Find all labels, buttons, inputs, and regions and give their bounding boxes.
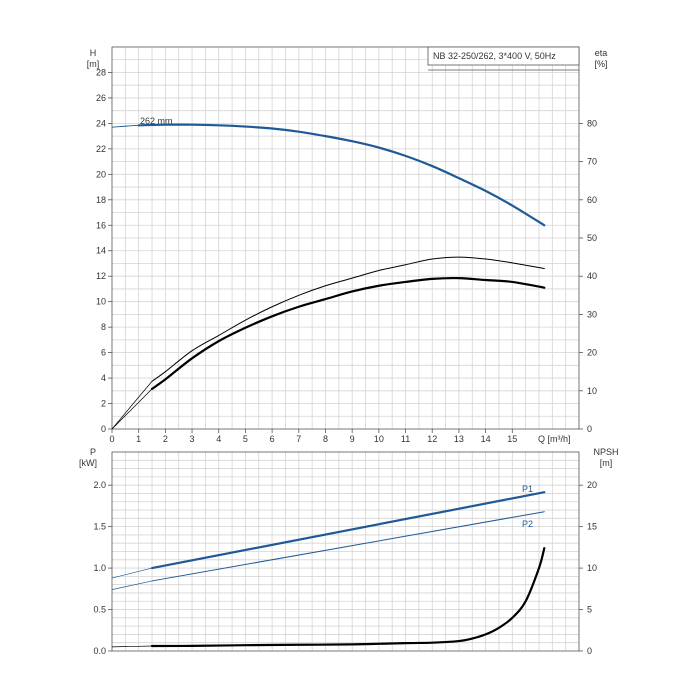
q-tick-label: 15 (507, 434, 517, 444)
p-tick-label: 0.0 (93, 646, 106, 656)
x-axis-label: Q [m³/h] (538, 434, 571, 444)
p1-power-curve-extension (111, 567, 153, 579)
h-tick-label: 22 (96, 144, 106, 154)
h-tick-label: 28 (96, 67, 106, 77)
eta-tick-label: 40 (587, 271, 597, 281)
bottom-right-axis-unit: [m] (600, 458, 613, 468)
npsh-curve-extension (111, 645, 153, 648)
top-right-axis-unit: [%] (594, 59, 607, 69)
h-tick-label: 16 (96, 220, 106, 230)
h-tick-label: 8 (101, 322, 106, 332)
h-tick-label: 12 (96, 271, 106, 281)
eta-tick-label: 10 (587, 386, 597, 396)
h-tick-label: 6 (101, 348, 106, 358)
q-tick-label: 2 (163, 434, 168, 444)
h-tick-label: 18 (96, 195, 106, 205)
q-tick-label: 5 (243, 434, 248, 444)
eta-tick-label: 30 (587, 309, 597, 319)
head-curve (137, 123, 546, 227)
top-left-axis-name: H (90, 48, 97, 58)
bottom-chart-grid (112, 452, 579, 651)
p2-power-curve (151, 511, 545, 582)
q-tick-label: 4 (216, 434, 221, 444)
top-chart-grid (112, 47, 579, 429)
efficiency-curve-bold-extension (111, 388, 153, 430)
p-tick-label: 1.5 (93, 522, 106, 532)
p-tick-label: 2.0 (93, 480, 106, 490)
npsh-tick-label: 5 (587, 605, 592, 615)
p1-power-curve (150, 491, 546, 570)
q-tick-label: 7 (296, 434, 301, 444)
npsh-tick-label: 0 (587, 646, 592, 656)
p-tick-label: 1.0 (93, 563, 106, 573)
h-tick-label: 14 (96, 246, 106, 256)
top-right-axis-name: eta (595, 48, 608, 58)
q-tick-label: 3 (190, 434, 195, 444)
h-tick-label: 24 (96, 118, 106, 128)
bottom-chart-frame (111, 451, 580, 652)
q-tick-label: 11 (401, 434, 410, 444)
header-box-label: NB 32-250/262, 3*400 V, 50Hz (433, 51, 556, 61)
q-tick-label: 6 (270, 434, 275, 444)
q-tick-label: 9 (350, 434, 355, 444)
q-tick-label: 10 (374, 434, 384, 444)
top-left-axis-unit: [m] (87, 59, 100, 69)
q-tick-label: 14 (481, 434, 491, 444)
eta-tick-label: 70 (587, 157, 597, 167)
npsh-tick-label: 15 (587, 522, 597, 532)
efficiency-curve-bold (150, 276, 546, 390)
bottom-left-axis-unit: [kW] (79, 458, 97, 468)
eta-tick-label: 20 (587, 348, 597, 358)
npsh-curve (150, 547, 546, 648)
h-tick-label: 4 (101, 373, 106, 383)
eta-tick-label: 0 (587, 424, 592, 434)
eta-tick-label: 80 (587, 118, 597, 128)
q-tick-label: 12 (427, 434, 437, 444)
p1-series-label: P1 (522, 484, 533, 494)
efficiency-curve-thin-extension (111, 381, 153, 430)
bottom-right-axis-name: NPSH (593, 447, 618, 457)
npsh-tick-label: 10 (587, 563, 597, 573)
h-tick-label: 20 (96, 169, 106, 179)
bottom-left-axis-name: P (90, 447, 96, 457)
q-tick-label: 13 (454, 434, 464, 444)
p2-power-curve-extension (111, 580, 153, 590)
efficiency-curve-thin (151, 256, 545, 382)
p2-series-label: P2 (522, 519, 533, 529)
q-tick-label: 8 (323, 434, 328, 444)
h-tick-label: 26 (96, 93, 106, 103)
eta-tick-label: 50 (587, 233, 597, 243)
q-tick-label: 0 (109, 434, 114, 444)
impeller-diameter-label: 262 mm (140, 116, 173, 126)
header-box (427, 46, 580, 66)
h-tick-label: 2 (101, 399, 106, 409)
npsh-tick-label: 20 (587, 480, 597, 490)
eta-tick-label: 60 (587, 195, 597, 205)
h-tick-label: 0 (101, 424, 106, 434)
q-tick-label: 1 (136, 434, 141, 444)
p-tick-label: 0.5 (93, 605, 106, 615)
h-tick-label: 10 (96, 297, 106, 307)
